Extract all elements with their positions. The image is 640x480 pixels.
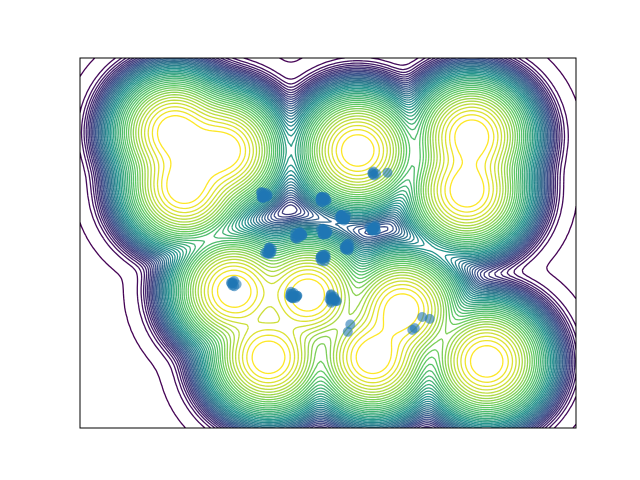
contour-level-26 (119, 79, 542, 415)
contour-level-19 (108, 67, 553, 426)
contour-level-21 (111, 70, 550, 423)
scatter-point-cluster-12 (367, 169, 378, 180)
scatter-point-cluster-8 (318, 252, 329, 263)
contour-level-39 (156, 115, 504, 378)
contour-level-28 (123, 83, 538, 411)
contour-level-37 (147, 106, 514, 388)
scatter-point-cluster-5 (322, 227, 333, 238)
contour-level-10 (94, 58, 567, 428)
contour-level-30 (127, 87, 533, 407)
scatter-point-cluster-10 (285, 292, 296, 303)
scatter-point-cluster-3 (366, 224, 377, 235)
contour-level-20 (109, 69, 552, 425)
contour-level-16 (103, 63, 558, 428)
scatter-point-cluster-6 (342, 239, 353, 250)
contour-level-25 (118, 77, 543, 416)
contour-level-35 (140, 99, 521, 394)
contour-level-17 (104, 64, 556, 428)
contour-level-6 (88, 58, 572, 428)
contour-level-15 (102, 61, 559, 428)
contour-level-9 (93, 58, 568, 428)
contour-level-23 (114, 74, 547, 420)
scatter-points (226, 166, 435, 337)
contour-level-8 (92, 58, 569, 428)
contour-level-12 (97, 58, 564, 428)
scatter-point-cluster-11 (329, 291, 340, 302)
contour-level-3 (83, 58, 576, 428)
scatter-point-cluster-1 (316, 193, 327, 204)
scatter-point-3 (417, 312, 428, 322)
contour-level-33 (135, 94, 526, 400)
scatter-point-cluster-7 (263, 242, 274, 253)
contour-level-4 (85, 58, 576, 428)
contour-level-34 (137, 96, 523, 397)
contour-level-29 (125, 85, 536, 409)
scatter-point-cluster-0 (256, 192, 267, 203)
contour-level-2 (80, 58, 576, 428)
contour-lines (80, 58, 576, 428)
contour-level-11 (96, 58, 565, 428)
contour-level-38 (151, 110, 509, 383)
scatter-point-4 (424, 313, 435, 324)
contour-level-24 (116, 75, 545, 418)
contour-level-7 (90, 58, 571, 428)
scatter-point-6 (407, 324, 418, 335)
contour-level-5 (87, 58, 574, 428)
contour-level-13 (99, 59, 562, 428)
scatter-point-2 (342, 326, 353, 337)
contour-level-27 (121, 81, 540, 413)
contour-level-22 (112, 72, 549, 421)
contour-level-32 (132, 91, 529, 402)
scatter-point-cluster-2 (340, 209, 351, 220)
scatter-point-cluster-4 (296, 228, 307, 239)
scatter-point-0 (382, 167, 393, 178)
contour-level-14 (100, 60, 561, 428)
scatter-point-cluster-9 (226, 278, 237, 289)
axes-frame (79, 57, 577, 429)
contour-level-31 (130, 89, 531, 404)
contour-level-36 (143, 102, 517, 391)
